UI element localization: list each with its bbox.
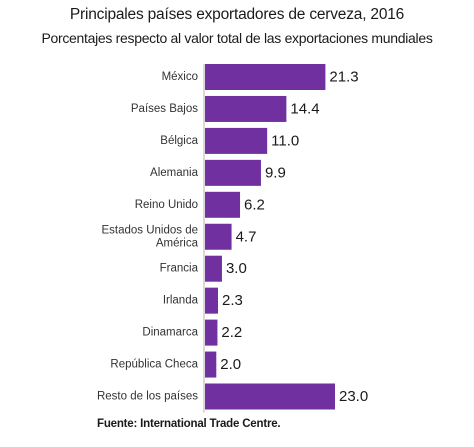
value-label: 3.0 — [226, 260, 247, 277]
chart-title: Principales países exportadores de cerve… — [69, 6, 405, 23]
bar — [205, 191, 241, 218]
bar — [205, 351, 217, 378]
chart-subtitle: Porcentajes respecto al valor total de l… — [41, 30, 433, 46]
value-label: 4.7 — [236, 228, 257, 245]
category-label: México — [162, 71, 198, 83]
value-label: 11.0 — [271, 132, 299, 149]
value-label: 2.2 — [221, 324, 242, 341]
value-label: 21.3 — [329, 69, 358, 86]
category-label: Alemania — [150, 167, 199, 179]
bar — [205, 255, 222, 282]
source-note: Fuente: International Trade Centre. — [97, 418, 281, 430]
bar — [205, 319, 218, 346]
bar — [205, 64, 326, 90]
value-label: 6.2 — [244, 196, 265, 213]
category-label: Países Bajos — [131, 103, 198, 115]
value-label: 14.4 — [290, 100, 319, 117]
category-label: República Checa — [110, 359, 198, 371]
bar — [205, 95, 287, 122]
bar — [205, 159, 261, 186]
category-label: Dinamarca — [142, 327, 198, 339]
value-label: 2.3 — [222, 292, 243, 309]
category-label: Bélgica — [160, 135, 198, 147]
value-label: 23.0 — [339, 388, 368, 405]
category-label: Reino Unido — [135, 199, 198, 211]
value-label: 9.9 — [265, 164, 286, 181]
category-label: Irlanda — [163, 295, 199, 307]
category-label: Estados Unidos de América — [101, 224, 198, 249]
value-label: 2.0 — [220, 356, 241, 373]
bar — [205, 287, 218, 314]
category-label: Francia — [160, 263, 199, 275]
category-label: Resto de los países — [97, 391, 198, 403]
bar — [205, 223, 232, 250]
bar — [205, 127, 268, 154]
bar — [205, 383, 335, 410]
